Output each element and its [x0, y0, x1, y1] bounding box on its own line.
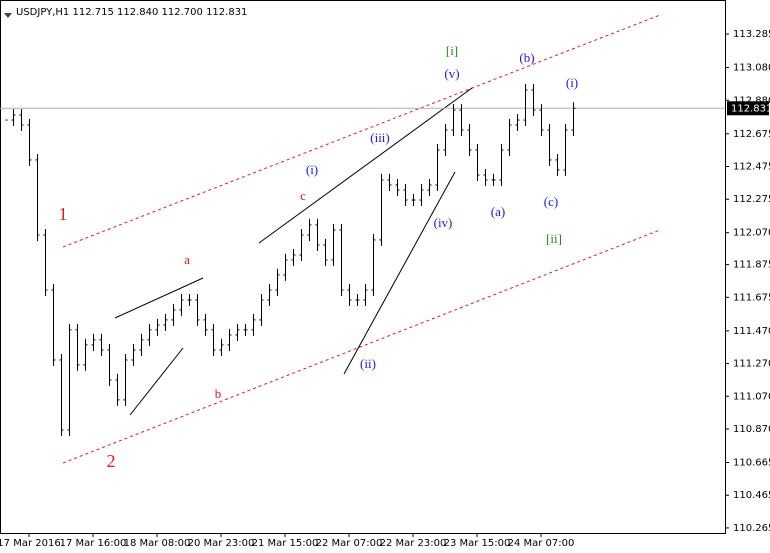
y-tick-label: 112.880	[733, 95, 770, 106]
y-tick-label: 110.465	[733, 490, 770, 501]
x-tick-label: 22 Mar 07:00	[316, 538, 383, 549]
y-tick-label: 112.675	[733, 129, 770, 140]
trend-line	[129, 347, 184, 416]
x-tick-label: 18 Mar 08:00	[124, 538, 191, 549]
trend-line	[258, 87, 473, 244]
channel-line	[62, 229, 661, 464]
wave-label: (ii)	[360, 356, 376, 371]
trend-line	[343, 171, 456, 375]
wave-label: (c)	[544, 194, 558, 209]
chart-title: USDJPY,H1 112.715 112.840 112.700 112.83…	[16, 7, 247, 18]
price-label: 112.831	[731, 103, 770, 114]
wave-label: (a)	[491, 204, 505, 219]
wave-label: (i)	[566, 75, 578, 90]
wave-label: c	[300, 188, 306, 203]
wave-label: a	[184, 252, 190, 267]
wave-label: (b)	[519, 50, 534, 65]
y-tick-label: 113.080	[733, 63, 770, 74]
x-tick-label: 17 Mar 2016	[0, 538, 61, 549]
y-tick-label: 111.070	[733, 391, 770, 402]
x-tick-label: 20 Mar 23:00	[188, 538, 255, 549]
y-tick-label: 112.475	[733, 161, 770, 172]
wave-label: (iii)	[370, 130, 390, 145]
x-tick-label: 17 Mar 16:00	[60, 538, 127, 549]
trend-line	[114, 277, 204, 319]
y-tick-label: 111.875	[733, 260, 770, 271]
y-tick-label: 110.870	[733, 424, 770, 435]
menu-icon	[4, 13, 12, 18]
wave-label: 1	[59, 204, 68, 224]
y-tick-label: 112.275	[733, 194, 770, 205]
wave-label: [i]	[446, 43, 458, 58]
wave-label: b	[215, 386, 222, 401]
y-tick-label: 111.675	[733, 292, 770, 303]
y-tick-label: 111.270	[733, 359, 770, 370]
wave-label: (iv)	[434, 215, 453, 230]
y-tick-label: 112.070	[733, 228, 770, 239]
channel-line	[62, 14, 661, 248]
x-tick-label: 22 Mar 23:00	[380, 538, 447, 549]
plot-frame	[0, 0, 726, 534]
y-tick-label: 110.265	[733, 523, 770, 534]
x-tick-label: 24 Mar 07:00	[508, 538, 575, 549]
y-tick-label: 110.665	[733, 458, 770, 469]
wave-label: 2	[107, 451, 116, 471]
price-label-box	[727, 101, 769, 116]
wave-label: [ii]	[546, 231, 562, 246]
y-tick-label: 113.285	[733, 29, 770, 40]
wave-label: (v)	[444, 66, 459, 81]
x-tick-label: 21 Mar 15:00	[252, 538, 319, 549]
x-tick-label: 23 Mar 15:00	[444, 538, 511, 549]
wave-label: (i)	[306, 162, 318, 177]
y-tick-label: 111.470	[733, 326, 770, 337]
